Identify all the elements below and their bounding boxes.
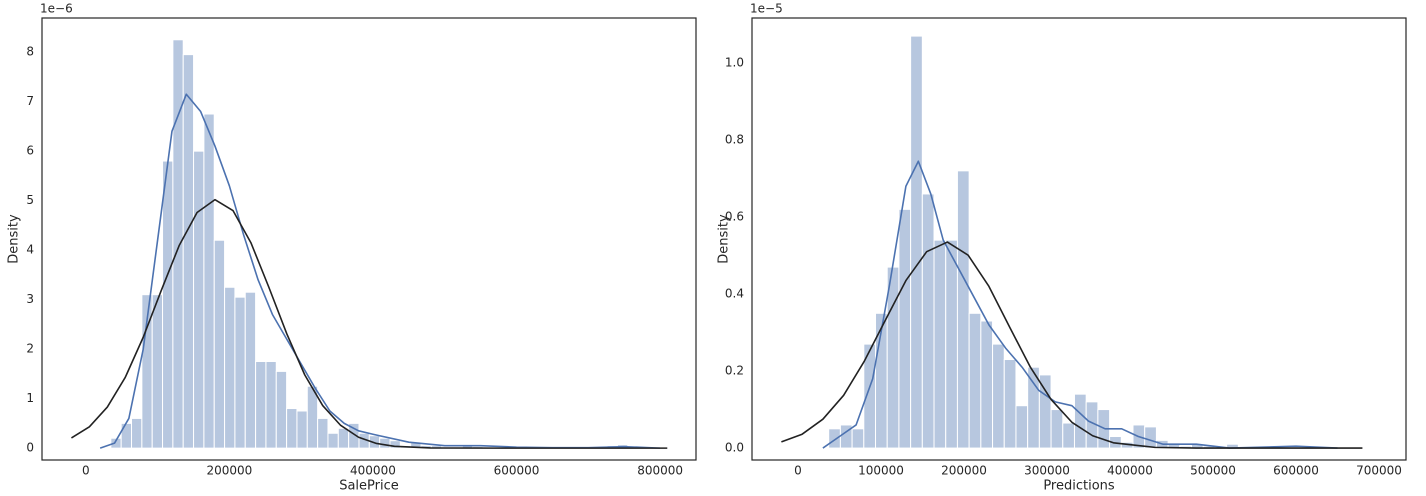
y-tick-label: 0.8 [725, 133, 744, 147]
x-tick-label: 600000 [1273, 464, 1319, 478]
histogram-bar [193, 150, 205, 449]
histogram-bar [265, 361, 277, 449]
y-tick-label: 0.4 [725, 287, 744, 301]
histogram-bar [1050, 409, 1064, 449]
normal-fit-curve [71, 198, 668, 449]
histogram-bar [337, 427, 350, 449]
histogram-bar [1015, 405, 1029, 449]
histogram-bar [203, 113, 215, 449]
axes: 0 100000 200000 300000 400000 500000 600000 700… [717, 2, 1407, 494]
y-tick-label: 1.0 [725, 56, 744, 70]
axes-frame [751, 17, 1407, 461]
y-axis-label: Density [7, 214, 22, 264]
histogram-bar [131, 417, 143, 449]
histogram-bar [389, 440, 401, 449]
histogram-bar [933, 239, 947, 449]
y-tick-label: 1 [26, 391, 34, 405]
histogram-bar [120, 422, 133, 449]
histogram-bar [244, 291, 257, 449]
x-tick-label: 400000 [350, 464, 396, 478]
histogram-bar [886, 266, 900, 449]
histogram-bar [1073, 393, 1087, 449]
histogram-bar [956, 170, 970, 449]
x-tick-label: 800000 [637, 464, 683, 478]
histogram-bar [306, 385, 319, 449]
histogram-bar [162, 160, 174, 449]
plot-area [781, 35, 1363, 449]
histogram-bar [213, 239, 226, 449]
x-tick-label: 0 [794, 464, 802, 478]
histogram-bar [379, 437, 391, 449]
x-tick-label: 100000 [858, 464, 904, 478]
histogram-bar [317, 417, 329, 449]
x-tick-label: 400000 [1107, 464, 1153, 478]
x-tick-label: 0 [82, 464, 90, 478]
histogram-bar [851, 428, 865, 449]
histogram-bar [968, 312, 982, 449]
y-tick-label: 8 [26, 45, 34, 59]
y-tick-label: 0 [26, 441, 34, 455]
histogram-bar [1144, 426, 1157, 449]
y-offset-label: 1e−6 [40, 2, 73, 16]
y-tick-label: 3 [26, 292, 34, 306]
histogram-bar [945, 239, 958, 449]
histogram-bar [286, 408, 298, 449]
normal-fit-curve [781, 241, 1363, 449]
x-tick-label: 700000 [1356, 464, 1402, 478]
x-axis-label: Predictions [1043, 479, 1115, 493]
y-tick-label: 6 [26, 144, 34, 158]
histogram-bar [327, 432, 339, 449]
histogram-bar [1062, 422, 1075, 449]
y-offset-label: 1e−5 [750, 2, 783, 16]
x-tick-label: 600000 [494, 464, 540, 478]
y-tick-label: 5 [26, 193, 34, 207]
kde-curve [822, 160, 1338, 449]
histogram-bar [172, 39, 184, 449]
x-axis-label: SalePrice [339, 479, 399, 493]
histogram-bar [255, 361, 267, 449]
x-tick-label: 200000 [941, 464, 987, 478]
histogram-bar [1003, 359, 1017, 449]
histogram-bar [1038, 374, 1052, 449]
x-tick-label: 200000 [206, 464, 252, 478]
histogram-bar [910, 35, 923, 449]
plot-area [71, 39, 668, 449]
y-axis-label: Density [717, 214, 732, 264]
x-tick-label: 500000 [1190, 464, 1236, 478]
y-tick-label: 4 [26, 243, 34, 257]
histogram-bar [182, 54, 195, 449]
y-tick-label: 7 [26, 94, 34, 108]
x-tick-label: 300000 [1024, 464, 1070, 478]
histogram-bar [898, 208, 912, 449]
histogram-bar [296, 410, 308, 449]
histogram-bar [151, 294, 164, 449]
y-tick-label: 0.2 [725, 364, 744, 378]
histogram-bar [992, 343, 1005, 449]
y-tick-label: 0.0 [725, 441, 744, 455]
y-tick-label: 0.6 [725, 210, 744, 224]
histogram-bar [980, 320, 994, 449]
axes: 0 200000 400000 600000 800000 0 1 2 3 4 5 6 7 8 SalePr… [7, 2, 697, 494]
histogram-bar [828, 428, 841, 449]
histogram-bar [275, 370, 288, 449]
axes-frame [41, 17, 697, 461]
histogram-bar [921, 193, 935, 449]
y-tick-label: 2 [26, 342, 34, 356]
histogram-bar [234, 296, 246, 449]
histogram-bar [224, 286, 236, 449]
